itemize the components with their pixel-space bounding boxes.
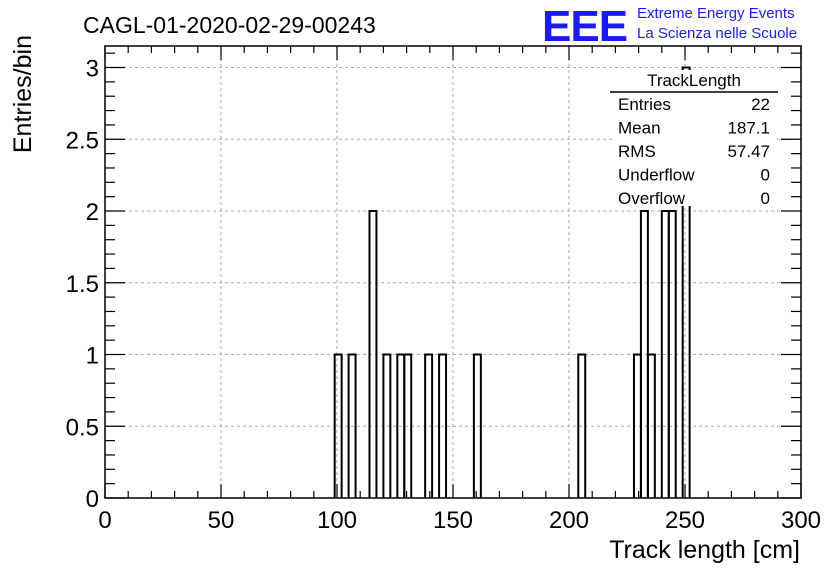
stats-row-value: 187.1 xyxy=(727,119,770,138)
histogram-bar xyxy=(577,353,587,498)
stats-box-rows: Entries 22 Mean 187.1 RMS 57.47 Underflow 0 Over… xyxy=(618,95,770,208)
x-tick-label: 150 xyxy=(433,507,473,534)
stats-row-label: RMS xyxy=(618,142,656,161)
stats-row-label: Mean xyxy=(618,119,661,138)
stats-row-value: 0 xyxy=(761,189,770,208)
x-tick-label: 50 xyxy=(208,507,235,534)
stats-row-label: Entries xyxy=(618,95,671,114)
x-tick-label: 100 xyxy=(317,507,357,534)
y-tick-label: 0.5 xyxy=(66,414,99,441)
histogram-bar xyxy=(382,353,392,498)
tick-labels: 0 50 100 150 200 250 300 0 0.5 1 1.5 2 2.5 3 xyxy=(66,56,821,534)
histogram-bar xyxy=(646,353,656,498)
stats-row-label: Underflow xyxy=(618,166,695,185)
histogram-bar xyxy=(438,353,448,498)
histogram-bar xyxy=(681,66,691,498)
histogram-bar xyxy=(347,353,357,498)
stats-row-value: 57.47 xyxy=(727,142,770,161)
y-tick-label: 1 xyxy=(86,343,99,370)
stats-row-value: 0 xyxy=(761,166,770,185)
histogram-bar xyxy=(368,210,378,498)
y-tick-label: 2.5 xyxy=(66,127,99,154)
x-tick-label: 250 xyxy=(665,507,705,534)
stats-box: TrackLength Entries 22 Mean 187.1 RMS 57.47 Un… xyxy=(610,70,778,208)
histogram-bar xyxy=(403,353,413,498)
histogram-bar xyxy=(333,353,343,498)
axes xyxy=(104,45,802,499)
x-tick-label: 300 xyxy=(781,507,821,534)
eee-logo-text: EEE xyxy=(542,2,627,51)
x-tick-label: 0 xyxy=(98,507,111,534)
histogram-bar xyxy=(472,353,482,498)
logo-line-2: La Scienza nelle Scuole xyxy=(637,25,797,42)
x-axis-title: Track length [cm] xyxy=(609,536,800,564)
stats-row-value: 22 xyxy=(751,95,770,114)
histogram-bars xyxy=(333,66,691,498)
x-tick-label: 200 xyxy=(549,507,589,534)
run-title: CAGL-01-2020-02-29-00243 xyxy=(83,12,376,38)
eee-logo: EEE Extreme Energy Events La Scienza nel… xyxy=(542,2,797,51)
stats-box-background xyxy=(612,70,776,206)
grid-lines xyxy=(105,46,801,498)
stats-row-label: Overflow xyxy=(618,189,686,208)
y-tick-label: 2 xyxy=(86,199,99,226)
histogram-bar xyxy=(667,210,677,498)
y-tick-label: 0 xyxy=(86,486,99,513)
stats-box-title: TrackLength xyxy=(647,71,741,90)
y-tick-label: 1.5 xyxy=(66,271,99,298)
logo-line-1: Extreme Energy Events xyxy=(637,5,795,22)
histogram-bar xyxy=(424,353,434,498)
y-axis-title: Entries/bin xyxy=(9,35,37,153)
y-tick-label: 3 xyxy=(86,56,99,83)
